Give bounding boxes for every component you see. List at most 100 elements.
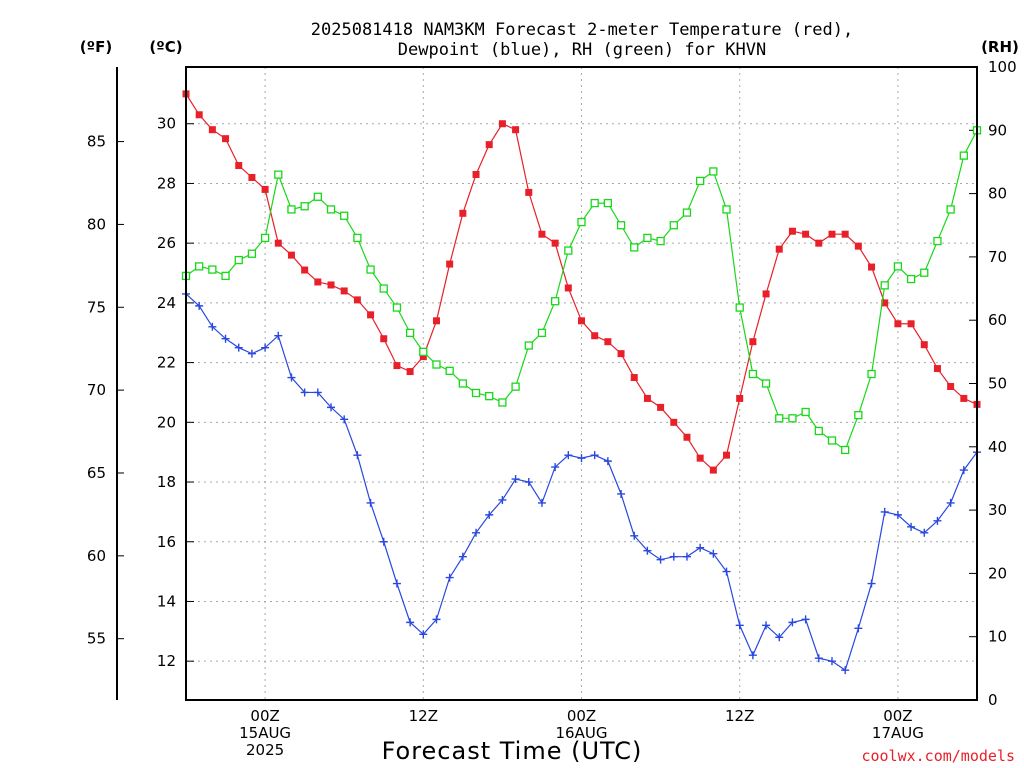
rh-point: [405, 328, 415, 338]
dewpoint-point: [841, 666, 850, 675]
dewpoint-point: [300, 388, 309, 397]
dewpoint-point: [392, 579, 401, 588]
dewpoint-point: [867, 579, 876, 588]
dewpoint-point: [696, 543, 705, 552]
rh-point: [498, 398, 507, 407]
rh-tick-label: 20: [988, 564, 1007, 582]
x-axis-label: Forecast Time (UTC): [382, 737, 643, 765]
temperature-point: [538, 230, 546, 238]
x-tick-label: 17AUG: [872, 724, 924, 742]
dewpoint-point: [920, 528, 929, 537]
rh-point: [485, 392, 494, 401]
rh-point: [445, 366, 454, 375]
celsius-axis-label: (ºC): [149, 38, 182, 56]
rh-point: [722, 205, 731, 214]
rh-tick-label: 90: [988, 121, 1007, 139]
rh-point: [880, 281, 889, 290]
temperature-point: [406, 368, 414, 376]
rh-point: [577, 217, 586, 227]
temperature-point: [551, 239, 559, 247]
rh-point: [392, 303, 402, 312]
fahrenheit-axis-label: (ºF): [80, 38, 112, 56]
rh-tick-label: 40: [988, 438, 1007, 456]
rh-tick-label: 80: [988, 185, 1007, 203]
dewpoint-point: [208, 322, 217, 331]
x-tick-label: 00Z: [883, 707, 912, 725]
x-tick-label: 12Z: [409, 707, 438, 725]
dewpoint-point: [577, 454, 586, 463]
temperature-point: [578, 317, 585, 325]
temperature-point: [657, 403, 665, 411]
rh-tick-label: 30: [988, 501, 1007, 519]
dewpoint-point: [445, 573, 454, 582]
rh-point: [524, 341, 533, 350]
temperature-point: [696, 454, 704, 462]
dewpoint-point: [458, 552, 467, 561]
rh-point: [841, 445, 850, 455]
dewpoint-point: [419, 630, 428, 639]
rh-point: [537, 328, 547, 338]
temperature-point: [287, 251, 295, 259]
temperature-point: [802, 230, 810, 238]
dewpoint-point: [564, 451, 573, 460]
c-tick-label: 24: [157, 294, 176, 312]
x-tick-label: 12Z: [725, 707, 754, 725]
rh-point: [735, 303, 744, 312]
temperature-point: [327, 281, 335, 289]
dewpoint-point: [247, 349, 256, 358]
f-tick-label: 75: [87, 298, 106, 316]
dewpoint-point: [617, 489, 626, 498]
rh-point: [933, 236, 942, 246]
dewpoint-point: [735, 621, 744, 630]
c-tick-label: 12: [157, 652, 176, 670]
dewpoint-point: [814, 654, 823, 663]
temperature-point: [762, 290, 770, 298]
dewpoint-point: [669, 552, 678, 561]
temperature-point: [841, 230, 849, 238]
dewpoint-point: [287, 373, 296, 382]
rh-tick-label: 0: [988, 691, 998, 709]
rh-tick-label: 50: [988, 375, 1007, 393]
dewpoint-point: [472, 528, 481, 537]
temperature-point: [604, 338, 612, 346]
rh-point: [643, 233, 652, 243]
rh-point: [419, 347, 428, 357]
rh-point: [748, 369, 758, 379]
rh-point: [827, 436, 837, 445]
rh-point: [656, 236, 665, 246]
temperature-point: [723, 451, 731, 459]
rh-point: [274, 170, 283, 179]
temperature-point: [868, 263, 876, 271]
rh-tick-label: 100: [988, 58, 1017, 76]
temperature-point: [301, 266, 309, 274]
dewpoint-point: [827, 657, 836, 666]
dewpoint-point: [643, 546, 652, 555]
dewpoint-point: [656, 555, 665, 564]
rh-point: [326, 205, 336, 214]
x-tick-label: 00Z: [567, 707, 596, 725]
temperature-point: [617, 350, 625, 358]
temperature-point: [630, 374, 638, 382]
rh-point: [313, 192, 322, 201]
c-tick-label: 16: [157, 533, 176, 551]
dewpoint-point: [261, 343, 270, 352]
rh-point: [340, 211, 349, 220]
rh-tick-label: 70: [988, 248, 1007, 266]
f-tick-label: 55: [87, 630, 106, 648]
rh-point: [788, 414, 797, 423]
temperature-point: [485, 141, 493, 149]
temperature-point: [248, 173, 256, 181]
rh-point: [247, 249, 257, 258]
rh-point: [234, 255, 243, 265]
rh-point: [616, 221, 626, 230]
dewpoint-point: [722, 567, 731, 576]
x-tick-label: 15AUG: [239, 724, 291, 742]
temperature-point: [828, 230, 836, 238]
temperature-point: [274, 239, 282, 247]
series-rh: [181, 126, 982, 455]
rh-point: [630, 243, 639, 252]
dewpoint-point: [327, 403, 336, 412]
temperature-point: [393, 362, 401, 370]
rh-point: [458, 379, 468, 388]
